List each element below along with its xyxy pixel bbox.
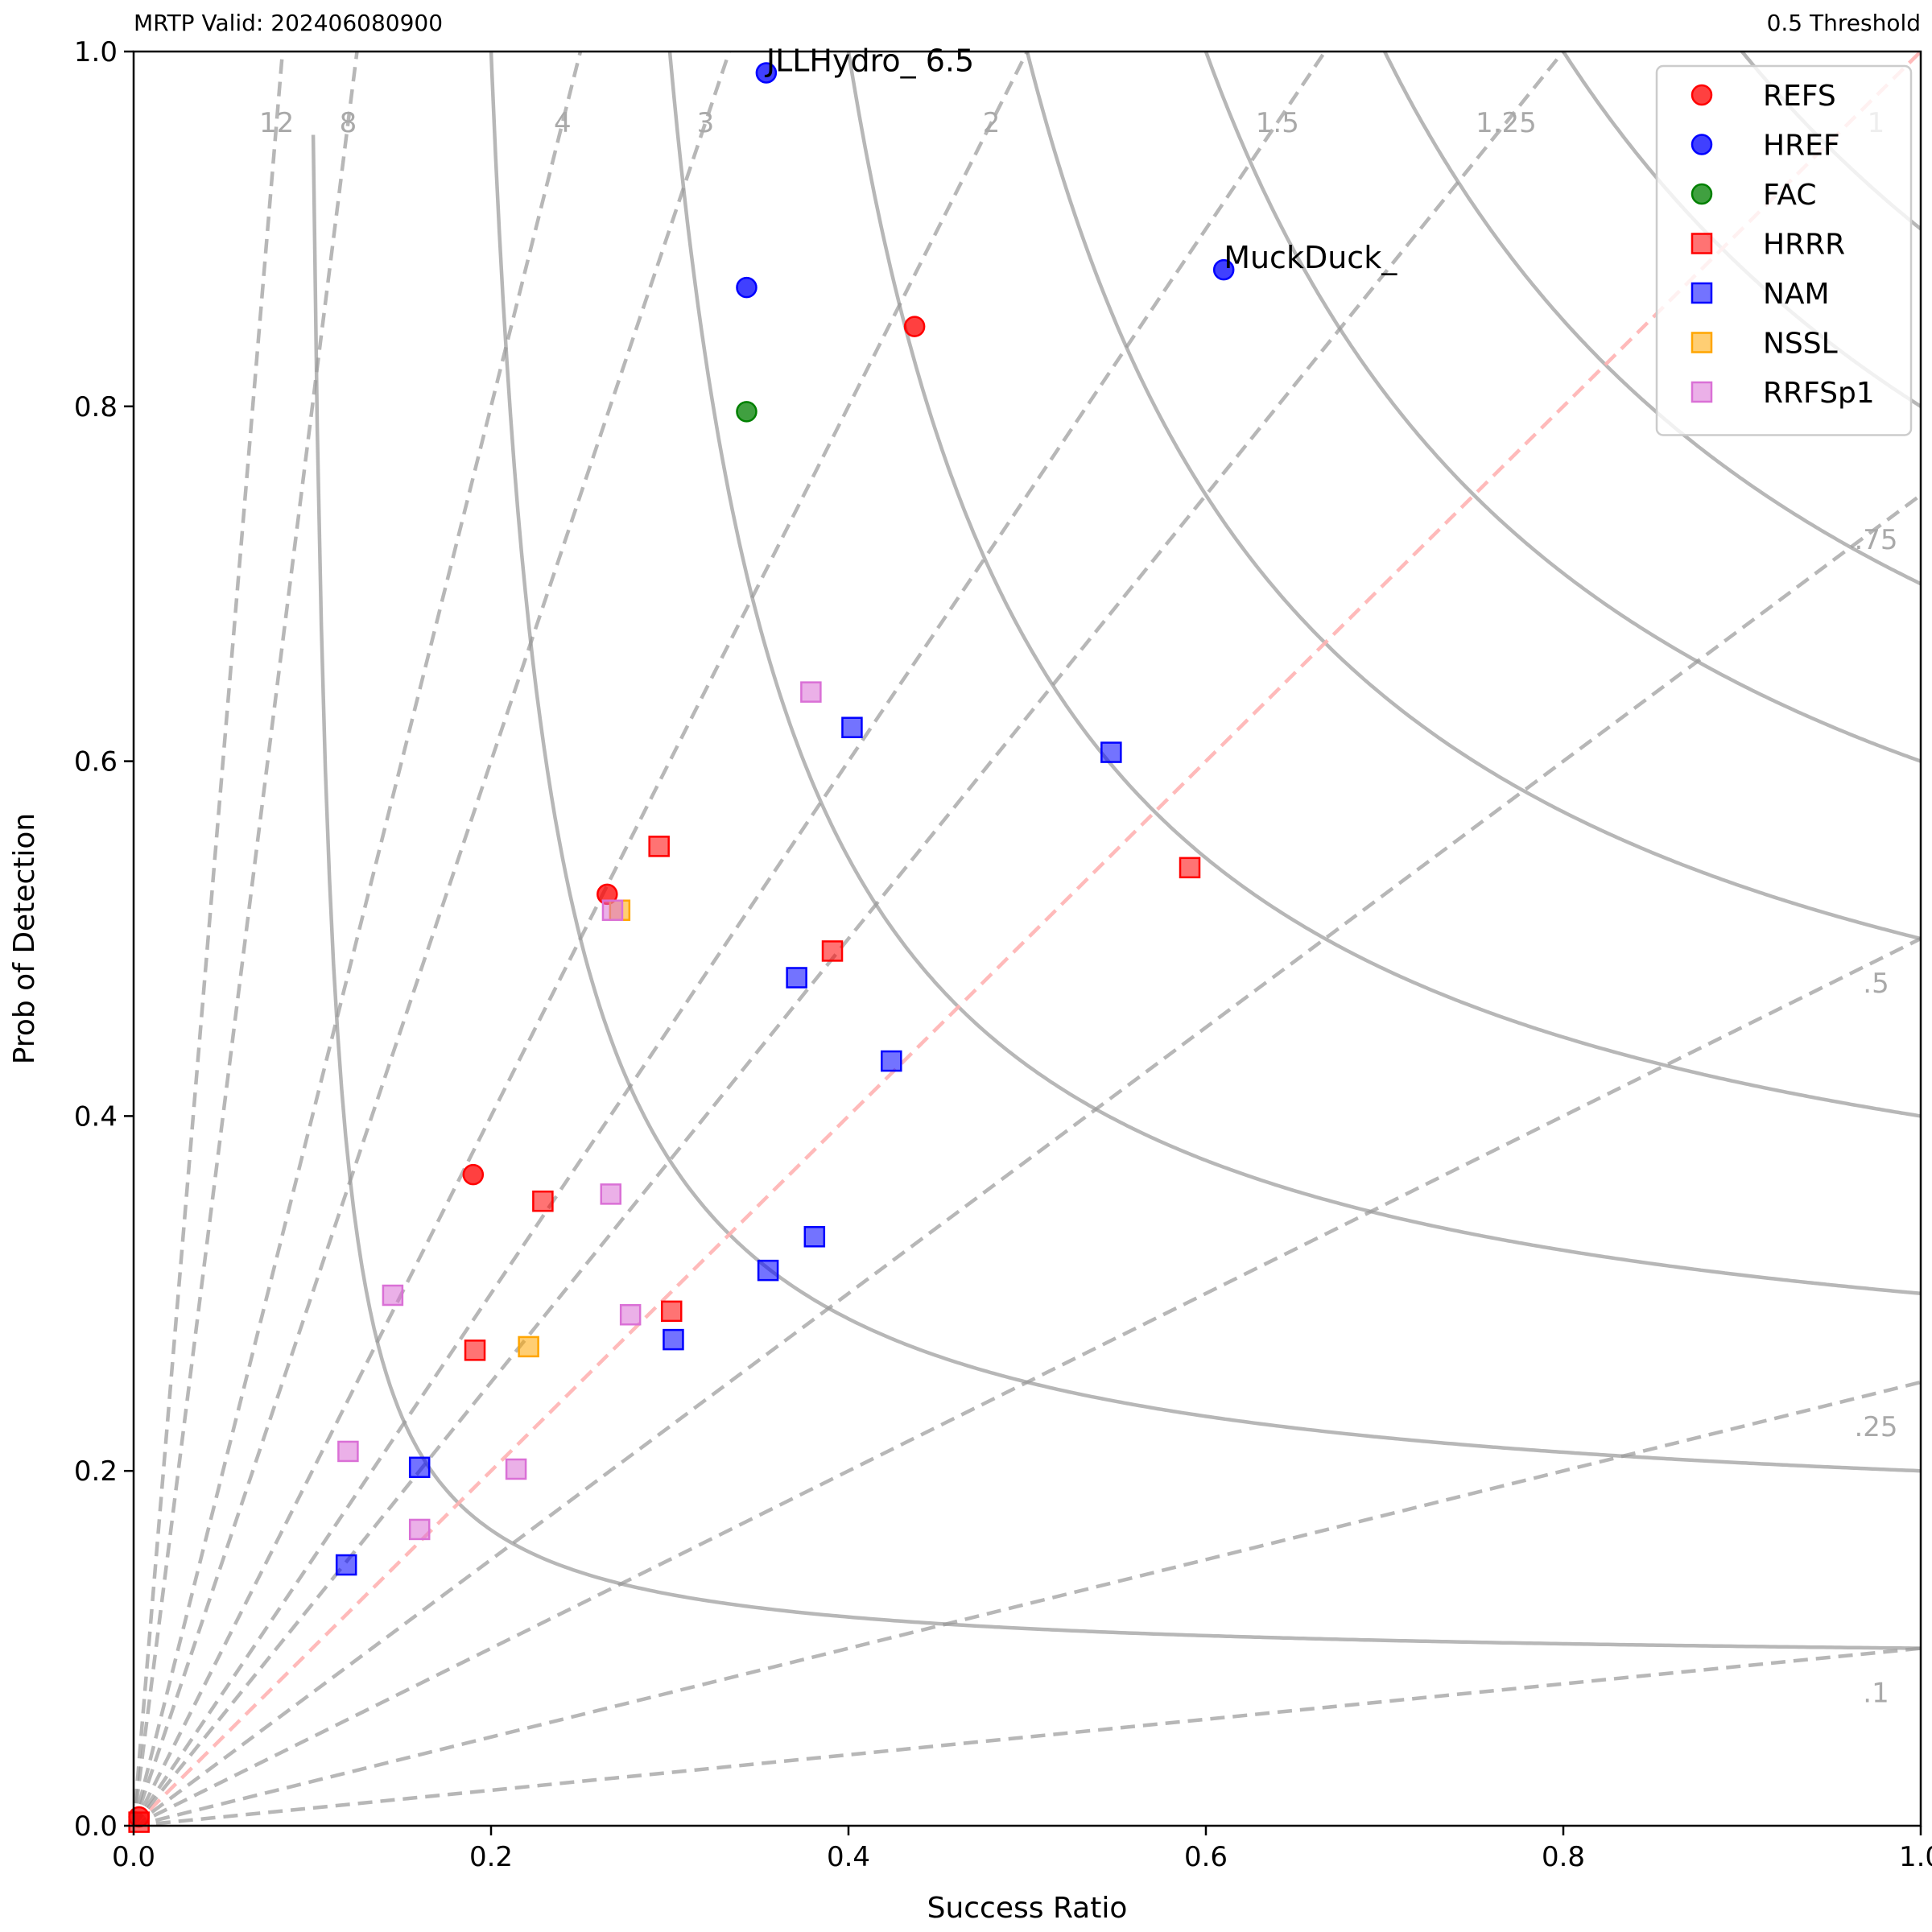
point-rrfsp1-3 [619, 1303, 642, 1326]
legend-label-rrfsp1: RRFSp1 [1763, 377, 1875, 410]
point-href-2 [1212, 258, 1235, 281]
legend-marker-nssl [1690, 332, 1713, 353]
x-tick-label-3: 0.6 [1184, 1841, 1228, 1873]
bias-label-11: 12 [259, 107, 294, 139]
bias-label-10: 8 [340, 107, 357, 139]
point-nam-5 [803, 1226, 826, 1248]
plot-frame [132, 50, 1922, 1827]
point-nam-4 [881, 1050, 902, 1072]
bias-line-0 [134, 1646, 1921, 1826]
point-nam-1 [786, 967, 807, 989]
point-nam-6 [757, 1259, 779, 1282]
bias-label-5: 1.25 [1476, 107, 1537, 139]
bias-label-8: 3 [697, 107, 715, 139]
point-rrfsp1-5 [505, 1458, 527, 1480]
y-tick-label-0: 0.0 [74, 1810, 118, 1843]
csi-contour-0 [311, 134, 1921, 1650]
bias-label-7: 2 [983, 107, 1001, 139]
bias-line-9 [134, 52, 583, 1826]
legend-marker-rrfsp1 [1690, 381, 1713, 403]
y-tick-label-3: 0.6 [74, 746, 118, 778]
csi-label-0: .1 [1863, 1678, 1889, 1710]
csi-contour-6 [1382, 52, 1921, 586]
point-nam-8 [335, 1554, 357, 1576]
legend-label-nam: NAM [1763, 278, 1830, 311]
point-hrrr-2 [532, 1190, 554, 1212]
bias-line-1 [134, 1380, 1921, 1826]
legend-label-nssl: NSSL [1763, 328, 1838, 361]
points-layer [128, 62, 1235, 1833]
legend-label-href: HREF [1763, 130, 1840, 163]
x-tick-label-5: 1.0 [1899, 1841, 1932, 1873]
point-hrrr-6 [128, 1811, 150, 1833]
legend: REFS HREF FAC HRRR NAM NSSL RRFSp1 [1655, 64, 1913, 436]
y-tick-label-2: 0.4 [74, 1100, 118, 1133]
csi-contour-1 [489, 52, 1921, 1473]
annotation-1: MuckDuck_ [1224, 240, 1397, 275]
bias-line-6 [134, 52, 1327, 1826]
legend-label-hrrr: HRRR [1763, 229, 1845, 262]
point-href-0 [755, 62, 778, 84]
y-tick-label-1: 0.2 [74, 1455, 118, 1488]
csi-contour-3 [846, 52, 1921, 1118]
csi-label-1: .25 [1854, 1411, 1897, 1443]
csi-contour-5 [1203, 52, 1921, 763]
legend-marker-hrrr [1690, 233, 1713, 254]
point-rrfsp1-4 [382, 1284, 404, 1307]
bias-line-3 [134, 493, 1921, 1826]
point-nam-0 [841, 716, 863, 738]
bias-line-11 [134, 52, 285, 1826]
point-rrfsp1-2 [600, 1183, 621, 1205]
point-hrrr-4 [464, 1340, 486, 1361]
point-nam-7 [408, 1456, 431, 1479]
x-tick-label-0: 0.0 [112, 1841, 155, 1873]
point-rrfsp1-7 [408, 1518, 431, 1541]
point-fac-0 [736, 401, 758, 423]
csi-contour-4 [1025, 52, 1921, 941]
y-tick-label-5: 1.0 [74, 36, 118, 68]
csi-contour-2 [667, 52, 1921, 1296]
x-tick-label-2: 0.4 [827, 1841, 870, 1873]
point-nssl-1 [518, 1335, 539, 1358]
point-rrfsp1-6 [337, 1440, 359, 1463]
bias-line-2 [134, 936, 1921, 1826]
legend-label-fac: FAC [1763, 179, 1817, 212]
bias-label-9: 4 [554, 107, 572, 139]
bias-line-5 [134, 52, 1566, 1826]
legend-box [1655, 64, 1913, 436]
x-tick-label-1: 0.2 [469, 1841, 513, 1873]
point-rrfsp1-0 [800, 681, 822, 703]
point-nam-2 [663, 1328, 684, 1351]
legend-marker-nam [1690, 282, 1713, 304]
bias-line-10 [134, 52, 359, 1826]
point-refs-2 [462, 1163, 485, 1186]
point-refs-0 [903, 316, 926, 337]
point-hrrr-0 [648, 836, 670, 857]
csi-label-2: .5 [1863, 968, 1889, 1000]
legend-marker-fac [1690, 183, 1713, 205]
x-axis-label: Success Ratio [927, 1892, 1128, 1925]
csi-label-3: .75 [1854, 524, 1897, 556]
bias-line-8 [134, 52, 732, 1826]
point-hrrr-5 [1179, 857, 1201, 879]
annotation-layer: JLLHydro_ 6.5 MuckDuck_ [765, 43, 1397, 275]
point-hrrr-3 [660, 1300, 683, 1323]
tick-layer: 0.0 0.2 0.4 0.6 0.8 1.0 0.0 0.2 0.4 0.6 0.8 1.0 [74, 36, 1932, 1873]
legend-marker-href [1690, 134, 1713, 155]
legend-label-refs: REFS [1763, 80, 1836, 113]
header-right-text: 0.5 Threshold [1767, 10, 1921, 36]
annotation-0: JLLHydro_ 6.5 [765, 43, 974, 78]
point-hrrr-1 [821, 940, 844, 962]
point-nam-3 [1100, 741, 1122, 763]
bias-label-6: 1.5 [1256, 107, 1299, 139]
x-tick-label-4: 0.8 [1542, 1841, 1585, 1873]
header-left-text: MRTP Valid: 202406080900 [134, 10, 443, 36]
y-tick-label-4: 0.8 [74, 391, 118, 423]
point-href-1 [736, 276, 758, 299]
legend-marker-refs [1690, 84, 1713, 106]
point-rrfsp1-1 [601, 899, 624, 921]
y-axis-label: Prob of Detection [8, 813, 41, 1064]
